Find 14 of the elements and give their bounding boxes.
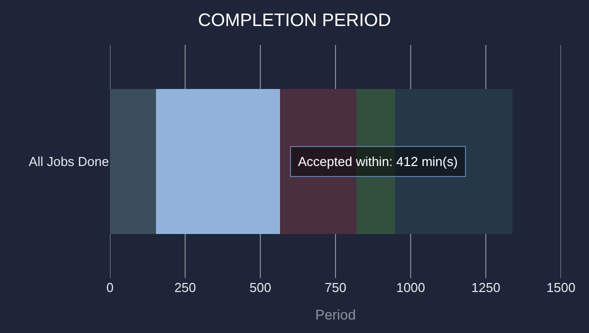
bar <box>156 89 281 234</box>
bar <box>110 89 158 234</box>
x-axis-title: Period <box>315 306 356 322</box>
bar <box>356 89 396 234</box>
x-tick-label: 1000 <box>396 280 426 295</box>
annotation: Accepted within: 412 min(s) <box>298 154 458 169</box>
y-tick-label: All Jobs Done <box>28 154 109 170</box>
chart-title: COMPLETION PERIOD <box>198 10 392 30</box>
x-tick-label: 1500 <box>546 280 576 295</box>
x-tick-label: 250 <box>174 280 196 295</box>
x-tick-label: 1250 <box>471 280 500 295</box>
x-tick-label: 750 <box>324 280 346 295</box>
x-tick-label: 0 <box>106 280 114 295</box>
x-tick-label: 500 <box>249 280 272 295</box>
